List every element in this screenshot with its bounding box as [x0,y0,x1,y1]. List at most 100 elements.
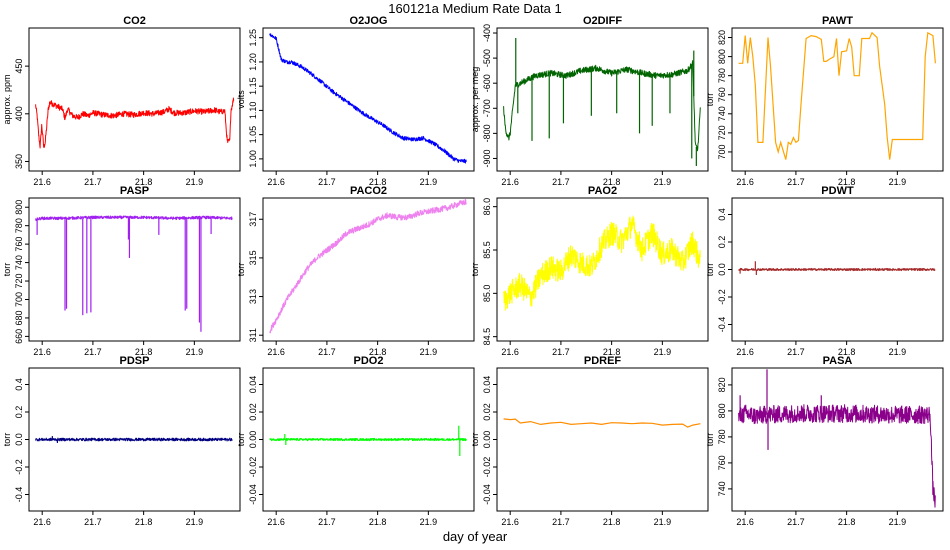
y-tick-label: 660 [14,329,24,344]
plot-frame [28,27,241,172]
panel-title: PAWT [822,15,853,27]
x-tick-label: 21.7 [552,347,570,357]
x-tick-label: 21.9 [654,177,672,187]
x-tick-label: 21.7 [318,347,336,357]
y-axis-label: torr [705,263,715,277]
x-axis-label: day of year [442,529,508,544]
series-line [269,437,467,442]
y-tick-label: 800 [14,200,24,215]
y-tick-label: 760 [717,455,727,470]
y-tick-label: 740 [14,255,24,270]
y-axis-label: torr [705,93,715,107]
y-tick-label: 0.2 [14,406,24,419]
y-tick-label: 820 [717,30,727,45]
series-line [269,33,467,164]
plot-frame [262,27,475,172]
y-tick-label: -0.04 [482,484,492,505]
x-tick-label: 21.9 [654,517,672,527]
y-tick-label: 0.2 [717,236,727,249]
data-layer [35,97,235,149]
panel-o2jog: O2JOG 21.6 21.7 21.8 21.9 1.00 1.05 1.10 1.15 1.2… [236,15,475,187]
panel-title: PACO2 [350,185,387,197]
y-tick-label: 820 [717,377,727,392]
panel-pasp: PASP 21.6 21.7 21.8 21.9 660 680 700 720 740 760 78… [2,185,241,357]
series-line [738,31,936,160]
y-tick-label: 720 [14,274,24,289]
series-line [35,437,233,442]
x-tick-label: 21.9 [654,347,672,357]
y-axis-label: torr [470,433,480,447]
x-tick-label: 21.9 [889,177,907,187]
y-tick-label: 1.05 [248,126,258,144]
series-line [35,215,233,221]
x-tick-label: 21.7 [787,177,805,187]
series-line [738,267,936,272]
y-tick-label: 85.5 [482,241,492,259]
x-tick-label: 21.9 [889,517,907,527]
y-tick-label: 1.10 [248,102,258,120]
y-tick-label: 780 [717,68,727,83]
panel-title: PDREF [584,355,622,367]
y-axis-label: torr [2,433,12,447]
y-tick-label: 84.5 [482,328,492,346]
y-tick-label: 780 [717,429,727,444]
y-tick-label: -400 [482,24,492,42]
y-tick-label: 0.02 [482,403,492,421]
y-tick-label: -0.4 [717,317,727,333]
panel-title: PASA [823,355,853,367]
y-tick-label: -0.2 [14,459,24,475]
y-tick-label: 720 [717,125,727,140]
x-tick-label: 21.7 [318,177,336,187]
data-layer [503,38,701,166]
y-tick-label: 0.00 [482,431,492,449]
x-tick-label: 21.8 [603,517,621,527]
y-tick-label: 350 [14,154,24,169]
panel-title: PAO2 [588,185,617,197]
data-layer [35,215,233,332]
y-axis-label: torr [236,263,246,277]
y-tick-label: 1.00 [248,150,258,168]
y-tick-label: 0.0 [717,263,727,276]
x-tick-label: 21.7 [84,517,102,527]
x-tick-label: 21.7 [787,347,805,357]
y-tick-label: 740 [717,481,727,496]
series-line [503,418,701,428]
plot-frame [731,27,944,172]
y-tick-label: 400 [14,106,24,121]
data-layer [738,369,936,508]
y-tick-label: 0.0 [14,433,24,446]
x-tick-label: 21.9 [420,177,438,187]
y-tick-label: -500 [482,49,492,67]
y-tick-label: 311 [248,328,258,342]
y-tick-label: -0.4 [14,487,24,503]
data-layer [269,425,467,456]
panel-title: PDSP [120,355,150,367]
panel-paco2: PACO2 21.6 21.7 21.8 21.9 311 313 315 317 torr [236,185,475,357]
data-layer [503,418,701,428]
x-tick-label: 21.6 [736,517,754,527]
y-axis-label: approx. per meg [470,67,480,133]
y-tick-label: -800 [482,124,492,142]
x-tick-label: 21.8 [838,177,856,187]
x-tick-label: 21.7 [552,517,570,527]
x-tick-label: 21.9 [889,347,907,357]
panel-pdsp: PDSP 21.6 21.7 21.8 21.9 -0.4 -0.2 0.0 0.2 0.4 tor… [2,355,241,527]
x-tick-label: 21.8 [135,177,153,187]
y-axis-label: approx. ppm [2,74,12,124]
y-tick-label: 700 [14,292,24,307]
y-axis-label: torr [705,433,715,447]
x-tick-label: 21.7 [552,177,570,187]
y-tick-label: 0.02 [248,403,258,421]
y-tick-label: 0.4 [14,378,24,391]
y-tick-label: 760 [717,87,727,102]
x-tick-label: 21.6 [501,517,519,527]
x-tick-label: 21.9 [186,517,204,527]
series-line [738,404,936,508]
x-tick-label: 21.8 [369,347,387,357]
x-tick-label: 21.9 [186,347,204,357]
series-line [503,60,701,152]
panel-pasa: PASA 21.6 21.7 21.8 21.9 740 760 780 800 820 torr [705,355,944,527]
y-tick-label: 86.0 [482,198,492,216]
x-tick-label: 21.6 [736,347,754,357]
